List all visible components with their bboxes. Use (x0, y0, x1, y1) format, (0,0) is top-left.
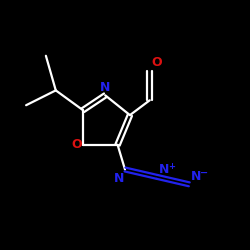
Text: N: N (100, 81, 110, 94)
Text: O: O (71, 138, 82, 151)
Text: N: N (158, 163, 169, 176)
Text: +: + (168, 162, 175, 171)
Text: N: N (190, 170, 201, 183)
Text: O: O (151, 56, 162, 69)
Text: N: N (114, 172, 124, 185)
Text: −: − (200, 168, 208, 178)
